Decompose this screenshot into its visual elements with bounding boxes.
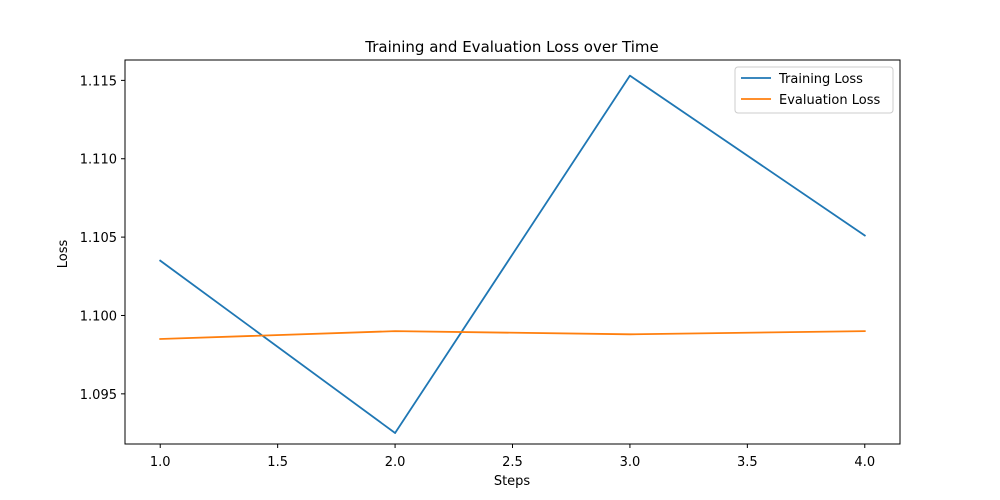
series-line-training-loss [158,74,867,434]
x-tick-label: 3.0 [620,455,641,470]
x-tick-label: 2.0 [385,455,406,470]
series-line-evaluation-loss [159,330,866,340]
y-axis-ticks: 1.095 1.100 1.105 1.110 1.115 [80,74,125,403]
x-axis-label: Steps [494,474,531,489]
x-tick-label: 1.0 [150,455,171,470]
y-tick-label: 1.110 [80,153,117,168]
y-tick-label: 1.105 [80,231,117,246]
y-tick-label: 1.100 [80,309,117,324]
legend-box [734,66,894,114]
x-tick-label: 2.5 [502,455,523,470]
x-tick-label: 3.5 [737,455,758,470]
legend-label-training-loss: Training Loss [778,72,863,87]
x-tick-label: 1.5 [267,455,288,470]
x-axis-ticks: 1.0 1.5 2.0 2.5 3.0 3.5 4.0 [150,444,875,470]
legend-label-evaluation-loss: Evaluation Loss [779,93,880,108]
chart-title: Training and Evaluation Loss over Time [364,38,658,56]
legend: Training Loss Evaluation Loss [734,66,894,114]
series-layer [158,74,867,434]
x-tick-label: 4.0 [854,455,875,470]
y-axis-label: Loss [56,240,71,269]
y-tick-label: 1.115 [80,74,117,89]
y-tick-label: 1.095 [80,388,117,403]
